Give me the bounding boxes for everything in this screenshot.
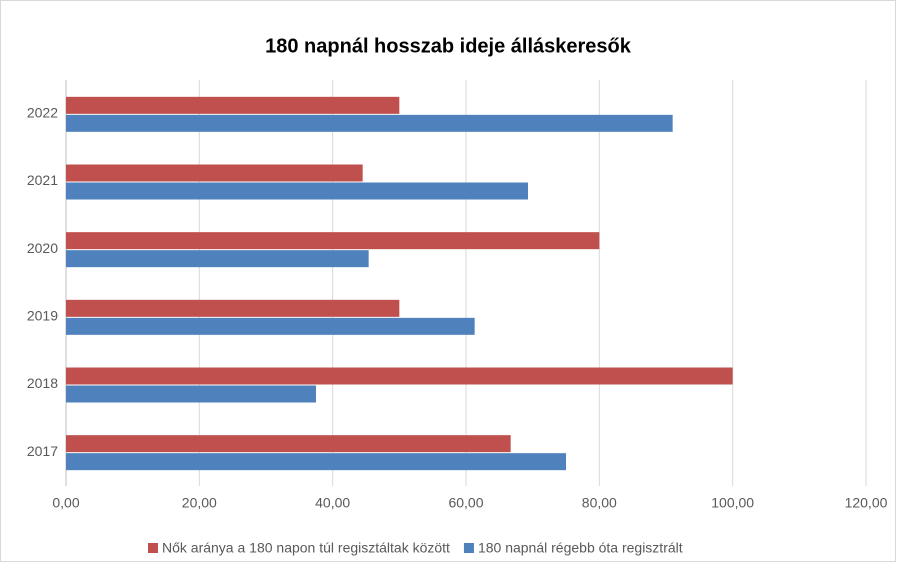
chart-title: 180 napnál hosszab ideje álláskeresők <box>265 35 632 57</box>
x-tick-label: 20,00 <box>182 495 217 511</box>
legend-swatch <box>463 543 474 553</box>
bar <box>66 182 528 200</box>
y-tick-label: 2017 <box>27 443 58 459</box>
y-tick-label: 2022 <box>27 105 58 121</box>
bar <box>66 317 475 335</box>
x-tick-label: 80,00 <box>582 495 617 511</box>
x-tick-label: 0,00 <box>52 495 79 511</box>
legend-swatch <box>148 543 158 553</box>
bar <box>66 114 673 132</box>
x-tick-label: 60,00 <box>448 495 483 511</box>
y-tick-label: 2020 <box>27 240 58 256</box>
bar <box>66 435 511 453</box>
bar <box>66 164 363 182</box>
bar <box>66 299 400 317</box>
bar <box>66 232 600 250</box>
bar <box>66 367 733 385</box>
x-tick-label: 120,00 <box>845 495 888 511</box>
y-tick-label: 2021 <box>27 172 58 188</box>
bar <box>66 250 369 268</box>
bar <box>66 453 566 471</box>
bar <box>66 385 316 403</box>
x-tick-label: 40,00 <box>315 495 350 511</box>
x-tick-label: 100,00 <box>711 495 754 511</box>
bar <box>66 96 400 114</box>
y-tick-label: 2018 <box>27 375 58 391</box>
legend-label: Nők aránya a 180 napon túl regisztáltak … <box>162 540 450 556</box>
y-tick-label: 2019 <box>27 308 58 324</box>
legend-label: 180 napnál régebb óta regisztrált <box>478 540 683 556</box>
